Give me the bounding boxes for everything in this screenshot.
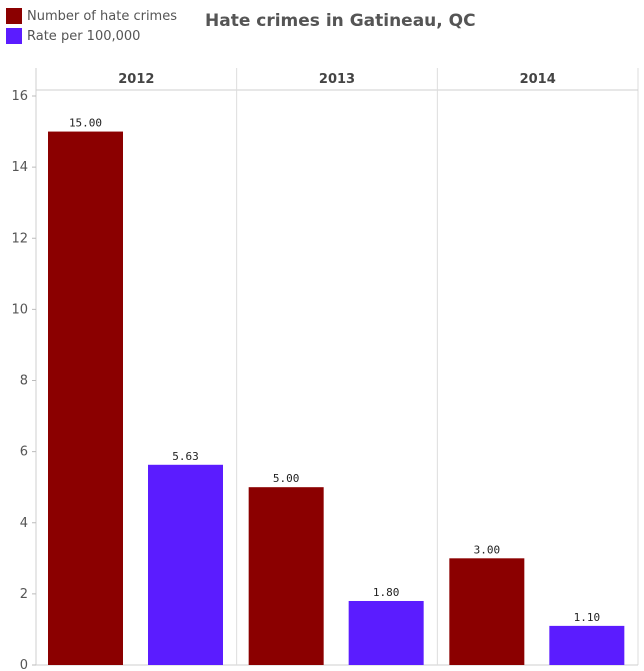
legend-item-rate-per-100000[interactable]: Rate per 100,000 <box>6 26 177 46</box>
y-tick-label: 6 <box>20 445 28 460</box>
bar <box>248 487 324 665</box>
data-label: 5.00 <box>273 472 300 485</box>
y-tick-label: 4 <box>20 516 28 531</box>
category-label: 2012 <box>118 72 154 87</box>
y-tick-label: 12 <box>11 231 28 246</box>
y-tick-label: 0 <box>20 658 28 671</box>
y-tick-label: 2 <box>20 587 28 602</box>
y-tick-label: 14 <box>11 160 28 175</box>
y-tick-label: 10 <box>11 302 28 317</box>
bar <box>348 600 424 665</box>
category-label: 2014 <box>520 72 556 87</box>
y-tick-label: 16 <box>11 89 28 104</box>
data-label: 15.00 <box>69 117 102 130</box>
legend-swatch-number <box>6 8 22 24</box>
category-label: 2013 <box>319 72 355 87</box>
bar <box>449 558 525 665</box>
y-tick-label: 8 <box>20 374 28 389</box>
chart-title: Hate crimes in Gatineau, QC <box>205 11 476 31</box>
bar <box>549 625 625 665</box>
legend-label-rate: Rate per 100,000 <box>27 28 141 44</box>
data-label: 5.63 <box>172 450 199 463</box>
data-label: 1.10 <box>574 611 601 624</box>
legend-label-number: Number of hate crimes <box>27 8 177 24</box>
data-label: 1.80 <box>373 586 400 599</box>
bar <box>148 464 223 665</box>
data-label: 3.00 <box>474 543 501 556</box>
legend: Number of hate crimes Rate per 100,000 <box>6 6 177 46</box>
legend-swatch-rate <box>6 28 22 44</box>
legend-item-number-of-hate-crimes[interactable]: Number of hate crimes <box>6 6 177 26</box>
bar <box>48 131 123 665</box>
